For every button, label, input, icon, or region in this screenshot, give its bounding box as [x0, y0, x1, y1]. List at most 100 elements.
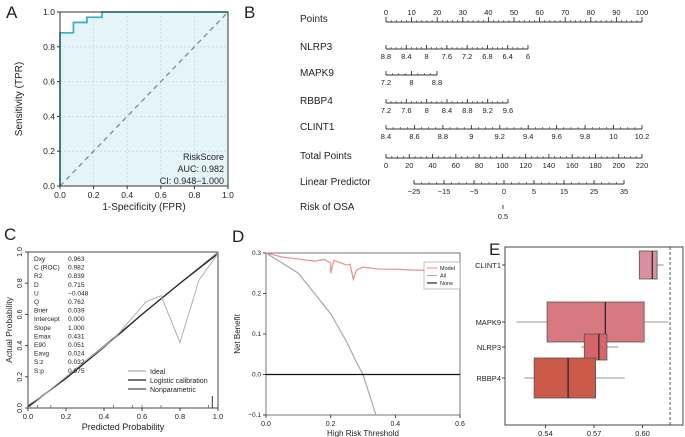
dca-xlabel: High Risk Threshold [327, 429, 399, 437]
dca-xtick-label: 0.2 [326, 421, 336, 428]
calibration-stat-value: 0.000 [68, 316, 85, 323]
calibration-stat-value: 0.024 [68, 351, 85, 358]
nomogram-tick-label: 80 [475, 161, 483, 170]
calibration-stat-key: R2 [34, 273, 43, 280]
nomogram-tick-label: 6.8 [482, 52, 492, 61]
roc-ytick-label: 0.0 [43, 181, 55, 191]
calibration-stat-key: Dxy [34, 256, 46, 263]
nomogram-tick-label: 40 [428, 161, 436, 170]
calibration-stat-key: Eavg [34, 351, 49, 358]
dca-ytick-label: 0.3 [252, 250, 261, 257]
nomogram-tick-label: 8 [409, 78, 413, 87]
calibration-xlabel: Predicted Probability [82, 422, 165, 432]
dca-ytick-label: 0.0 [252, 372, 261, 379]
roc-xtick-label: 0.4 [121, 190, 133, 200]
roc-xtick-label: 0.8 [188, 190, 200, 200]
dca-legend-label: None [440, 281, 453, 287]
roc-curve [59, 11, 228, 186]
nomogram-tick-label: 60 [452, 161, 460, 170]
nomogram-tick-label: 15 [560, 187, 568, 196]
nomogram-tick-label: 9.6 [551, 132, 561, 141]
roc-ylabel: Sensitivity (TPR) [14, 62, 25, 136]
nomogram-label-rbbp4: RBBP4 [300, 96, 333, 107]
nomogram-tick-label: 140 [543, 161, 556, 170]
nomogram-tick-label: 10.2 [635, 132, 650, 141]
nomogram-tick-label: 5 [532, 187, 536, 196]
boxplot-box-nlrp3 [583, 333, 608, 361]
nomogram-tick-label: 9.8 [580, 132, 590, 141]
dca-ytick-label: 0.1 [252, 331, 261, 338]
nomogram-tick-label: −15 [438, 187, 451, 196]
calibration-stat-value: −0.048 [68, 290, 89, 297]
calibration-ytick-label: 1.0 [17, 247, 24, 257]
roc-ytick-label: 0.8 [43, 42, 55, 52]
boxplot-category-label: MAPK9 [476, 318, 501, 327]
nomogram-tick-label: 10 [609, 132, 617, 141]
dca-ytick-label: −0.1 [248, 412, 261, 419]
panel-letter-A: A [6, 3, 18, 22]
nomogram-label-mapk9: MAPK9 [300, 68, 334, 79]
nomogram-tick-label: −25 [408, 187, 421, 196]
dca-series-all [265, 252, 377, 416]
roc-frame [59, 11, 229, 187]
roc-ytick-label: 0.2 [43, 146, 55, 156]
calibration-series-logistic-calibration [27, 253, 219, 407]
calibration-stat-value: 0.032 [68, 359, 85, 366]
calibration-ytick-label: 0.8 [17, 278, 24, 288]
nomogram-label-points: Points [300, 14, 328, 25]
calibration-stat-key: S:z [34, 359, 44, 366]
nomogram-tick-label: 120 [519, 161, 532, 170]
nomogram-tick-label: 8.4 [401, 52, 411, 61]
calibration-ylabel: Actual Probability [4, 296, 14, 362]
panel-letter-B: B [244, 3, 255, 22]
nomogram-tick-label: 70 [561, 8, 569, 17]
calibration-stat-key: Brier [34, 308, 49, 315]
calibration-stat-key: E90 [34, 342, 46, 349]
calibration-ytick-label: 0.6 [17, 309, 24, 319]
calibration-stat-value: 0.039 [68, 308, 85, 315]
boxplot-category-label: RBBP4 [476, 374, 501, 383]
calibration-stat-value: 1.000 [68, 325, 85, 332]
nomogram-label-nlrp3: NLRP3 [300, 42, 333, 53]
nomogram-label-linear-predictor: Linear Predictor [300, 177, 371, 188]
dca-legend-label: Model [440, 266, 455, 272]
nomogram-tick-label: 8.8 [438, 132, 448, 141]
nomogram-tick-label: 8 [424, 52, 428, 61]
nomogram-tick-label: 80 [587, 8, 595, 17]
calibration-stat-value: 0.839 [68, 273, 85, 280]
calibration-xtick-label: 0.0 [23, 412, 33, 421]
calibration-stat-value: 0.431 [68, 333, 85, 340]
dca-ylabel: Net Benefit [233, 313, 242, 353]
calibration-xtick-label: 1.0 [213, 412, 223, 421]
nomogram-tick-label: 7.2 [381, 78, 391, 87]
calibration-stat-key: Slope [34, 325, 51, 332]
roc-xtick-label: 0.2 [88, 190, 100, 200]
calibration-ytick-label: 0.0 [17, 403, 24, 413]
roc-annotation: RiskScore [183, 152, 224, 162]
boxplot-xtick-label: 0.57 [587, 429, 602, 437]
nomogram-tick-label: 8.6 [409, 132, 419, 141]
boxplot-category-label: NLRP3 [477, 343, 501, 352]
nomogram-tick-label: 9.6 [503, 106, 513, 115]
nomogram-tick-label: 0 [384, 161, 388, 170]
calibration-frame [27, 251, 219, 409]
dca-xtick-label: 0.6 [455, 421, 465, 428]
nomogram-tick-label: 10 [407, 8, 415, 17]
roc-annotation: CI: 0.948−1.000 [160, 176, 224, 186]
calibration-stat-value: 0.715 [68, 282, 85, 289]
roc-annotation: AUC: 0.982 [177, 164, 224, 174]
boxplot-xtick-label: 0.60 [635, 429, 650, 437]
nomogram-tick-label: 9.4 [523, 132, 533, 141]
nomogram-tick-label: 20 [433, 8, 441, 17]
calibration-stat-value: 0.762 [68, 299, 85, 306]
roc-xtick-label: 0.6 [155, 190, 167, 200]
calibration-stat-key: C (ROC) [34, 265, 60, 272]
nomogram-tick-label: 6.4 [502, 52, 512, 61]
roc-xlabel: 1-Specificity (FPR) [102, 202, 185, 213]
calibration-stat-value: 0.963 [68, 256, 85, 263]
nomogram-tick-label: 160 [566, 161, 579, 170]
nomogram-tick-label: 7.6 [401, 106, 411, 115]
nomogram-tick-label: 90 [612, 8, 620, 17]
calibration-xtick-label: 0.2 [61, 412, 71, 421]
nomogram-tick-label: 8.4 [381, 132, 391, 141]
